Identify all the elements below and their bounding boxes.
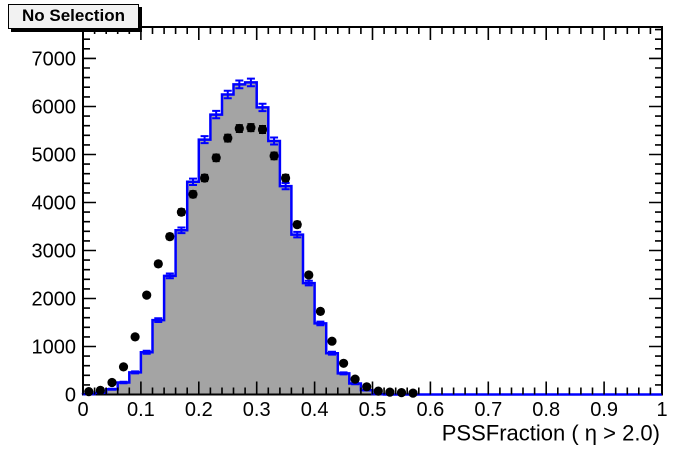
data-marker [281,173,291,183]
data-marker [339,358,349,368]
y-tick-label: 1000 [32,337,77,359]
y-tick-label: 5000 [32,145,77,167]
data-marker [130,332,140,342]
y-tick-label: 0 [65,385,76,407]
data-marker [292,220,302,230]
data-marker [373,386,383,396]
y-tick-label: 4000 [32,193,77,215]
title-box: No Selection [8,4,139,29]
x-tick-label: 0.3 [243,399,271,421]
data-marker [350,374,360,384]
x-tick-label: 0.8 [532,399,560,421]
data-marker [200,173,210,183]
x-tick-label: 1 [656,399,667,421]
y-tick-label: 2000 [32,289,77,311]
data-marker [176,207,186,217]
x-tick-label: 0.9 [590,399,618,421]
data-marker [257,124,268,135]
data-marker [95,385,105,395]
data-marker [269,151,279,161]
data-marker [153,259,163,269]
data-marker [385,387,395,397]
data-marker [327,336,337,346]
data-marker [234,123,244,134]
y-tick-label: 7000 [32,48,77,70]
x-tick-label: 0.7 [474,399,502,421]
data-marker [142,290,152,300]
axis-ticks [82,27,663,395]
x-tick-label: 0.4 [301,399,329,421]
x-tick-label: 0 [77,399,88,421]
x-tick-label: 0.5 [359,399,387,421]
data-marker [315,306,325,316]
histogram-outline [81,81,662,396]
data-marker [188,189,198,199]
data-marker [246,123,256,133]
data-marker [165,232,175,242]
data-marker [396,388,407,398]
x-tick-label: 0.2 [185,399,213,421]
x-tick-label: 0.1 [127,399,155,421]
y-tick-label: 6000 [32,97,77,119]
data-marker [211,153,221,163]
data-marker [223,133,233,143]
y-tick-label: 3000 [32,241,77,263]
data-marker [362,382,372,392]
title-box-label: No Selection [22,6,125,25]
histogram-fill [83,82,662,395]
data-marker [84,387,94,397]
data-marker [118,362,129,372]
x-axis-title: PSSFraction ( η > 2.0) [442,421,660,446]
data-marker [107,377,117,388]
data-marker [408,388,418,398]
x-tick-label: 0.6 [416,399,444,421]
data-marker [304,270,314,280]
